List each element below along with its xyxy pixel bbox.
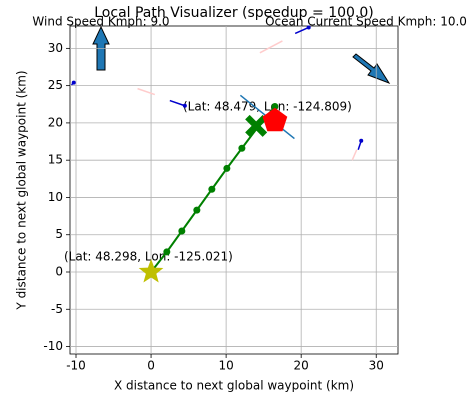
x-axis-label: X distance to next global waypoint (km) — [114, 379, 354, 393]
y-tick-label: 25 — [48, 78, 63, 92]
ship-marker — [359, 138, 364, 143]
annotation: (Lat: 48.479, Lon: -124.809) — [183, 100, 352, 114]
x-tick-label: -10 — [66, 359, 86, 373]
series-line — [351, 149, 358, 161]
waypoint — [208, 185, 216, 193]
y-tick-label: 20 — [48, 115, 63, 129]
series-line — [259, 40, 283, 54]
waypoint — [271, 103, 279, 111]
boat-marker — [262, 107, 288, 132]
series-line — [169, 99, 186, 107]
series-line — [137, 87, 156, 96]
annotation: Ocean Current Speed Kmph: 10.0 — [265, 15, 467, 29]
annotation: Wind Speed Kmph: 9.0 — [32, 15, 169, 29]
plot-frame — [69, 25, 399, 355]
y-tick-label: 30 — [48, 41, 63, 55]
y-tick-label: 5 — [55, 227, 63, 241]
x-tick-label: 10 — [218, 359, 233, 373]
current-arrow — [352, 53, 391, 85]
ship-marker — [182, 103, 187, 108]
start-marker — [138, 259, 164, 283]
waypoint — [163, 248, 171, 256]
waypoint — [223, 164, 231, 172]
y-axis-label: Y distance to next global waypoint (km) — [15, 70, 29, 310]
annotation: (Lat: 48.298, Lon: -125.021) — [64, 250, 233, 264]
chart-title: Local Path Visualizer (speedup = 100.0) — [94, 5, 373, 21]
waypoint — [193, 206, 201, 214]
y-tick-label: 0 — [55, 265, 63, 279]
ship-marker — [306, 25, 311, 30]
goal-marker — [245, 114, 268, 137]
waypoint — [178, 227, 186, 235]
ship-marker — [71, 80, 76, 85]
waypoint — [238, 144, 246, 152]
x-tick-label: 0 — [147, 359, 155, 373]
y-tick-label: 10 — [48, 190, 63, 204]
y-tick-label: -5 — [51, 302, 63, 316]
y-tick-label: 15 — [48, 153, 63, 167]
series-line — [294, 26, 309, 35]
x-tick-label: 30 — [369, 359, 384, 373]
x-tick-label: 20 — [294, 359, 309, 373]
y-tick-label: -10 — [43, 339, 63, 353]
